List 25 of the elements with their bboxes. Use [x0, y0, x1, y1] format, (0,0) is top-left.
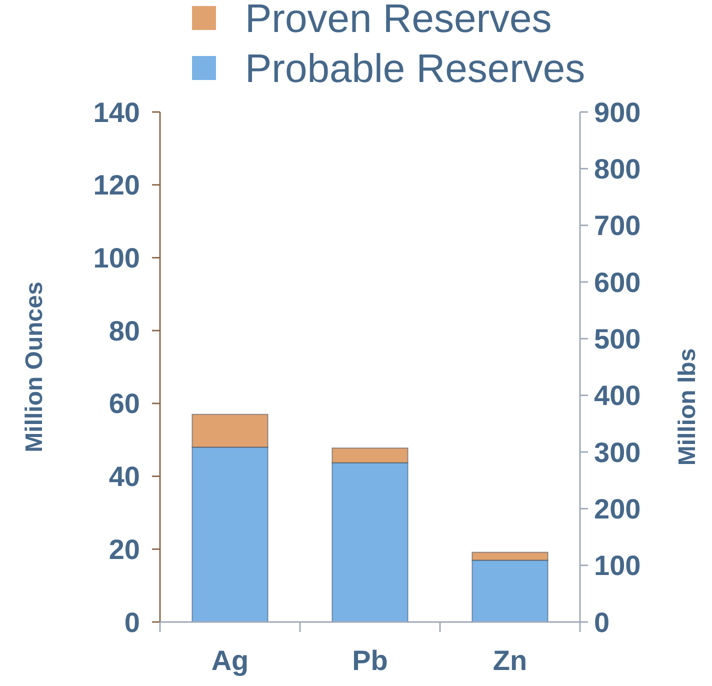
y2-tick-label: 900 — [594, 96, 641, 128]
legend-label: Proven Reserves — [245, 0, 552, 41]
y-tick-label: 0 — [124, 606, 140, 638]
y2-tick-label: 700 — [594, 210, 641, 242]
y2-tick-label: 400 — [594, 380, 641, 412]
y-tick-label: 20 — [108, 534, 140, 565]
y2-tick-label: 0 — [594, 606, 610, 638]
y2-tick-label: 200 — [594, 493, 641, 524]
y-tick-label: 120 — [93, 170, 140, 201]
y2-axis-title: Million lbs — [674, 348, 701, 466]
y-tick-label: 100 — [93, 242, 140, 274]
y2-tick-label: 600 — [594, 266, 641, 298]
y-tick-label: 80 — [108, 315, 140, 346]
y-tick-label: 140 — [93, 96, 140, 128]
x-tick-label: Ag — [211, 645, 249, 676]
legend-label: Probable Reserves — [245, 47, 586, 91]
y2-tick-label: 300 — [594, 436, 641, 468]
y2-tick-label: 800 — [594, 153, 641, 184]
y-tick-label: 40 — [108, 461, 140, 492]
y-axis-title: Million Ounces — [21, 282, 48, 452]
y2-tick-label: 500 — [594, 323, 641, 354]
y-tick-label: 60 — [108, 388, 140, 420]
x-tick-label: Zn — [492, 645, 528, 676]
x-tick-label: Pb — [352, 645, 388, 676]
y2-tick-label: 100 — [594, 550, 641, 582]
